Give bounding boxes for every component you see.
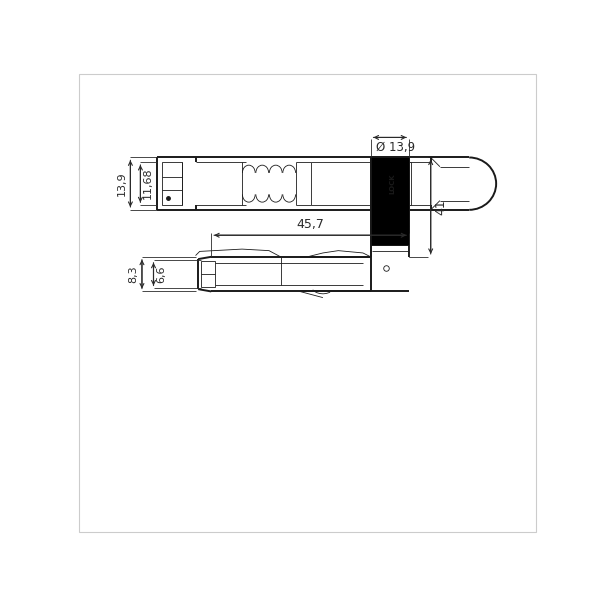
Text: 11,68: 11,68 bbox=[143, 168, 153, 199]
Text: Ø 13,9: Ø 13,9 bbox=[376, 140, 416, 154]
Text: 13,9: 13,9 bbox=[116, 172, 127, 196]
Bar bbox=[371, 157, 409, 245]
Wedge shape bbox=[390, 135, 405, 151]
Wedge shape bbox=[374, 135, 390, 151]
Bar bbox=[162, 162, 182, 205]
Text: 45,7: 45,7 bbox=[296, 218, 324, 232]
Text: 41: 41 bbox=[434, 199, 448, 215]
Bar bbox=[373, 162, 412, 205]
Wedge shape bbox=[376, 149, 388, 155]
Text: LOCK: LOCK bbox=[389, 173, 395, 194]
Text: 6,6: 6,6 bbox=[156, 265, 166, 283]
Text: 8,3: 8,3 bbox=[128, 265, 138, 283]
Wedge shape bbox=[391, 149, 404, 155]
Bar bbox=[201, 262, 215, 287]
